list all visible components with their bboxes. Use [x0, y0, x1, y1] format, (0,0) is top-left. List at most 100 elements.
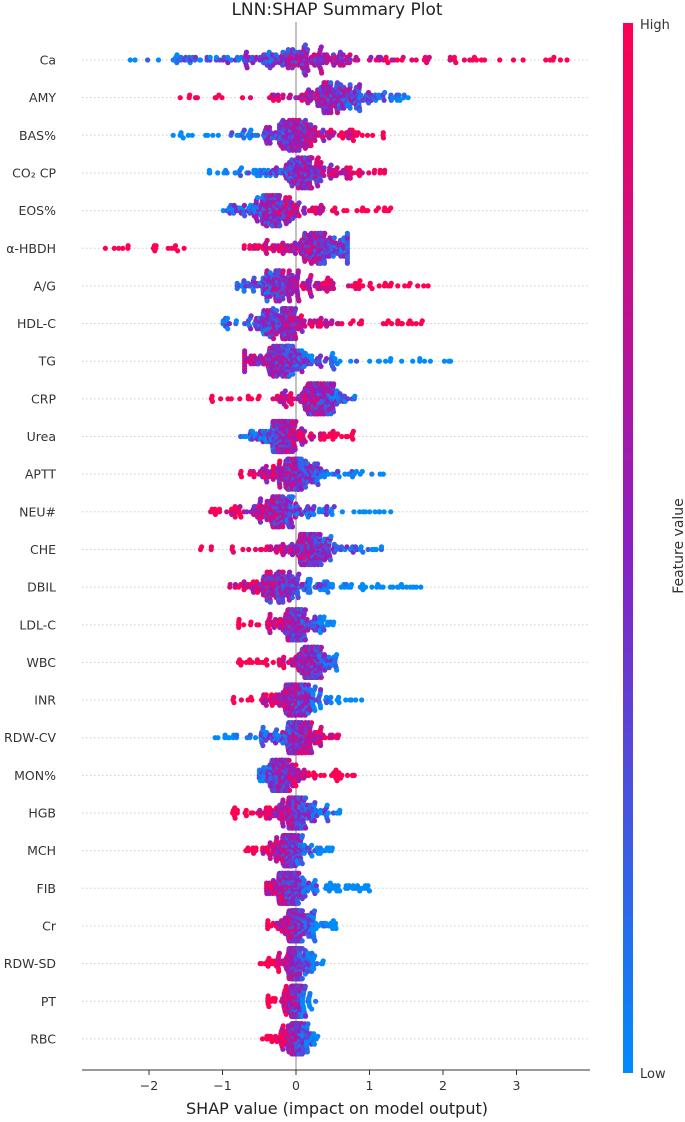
shap-dot — [417, 356, 422, 361]
shap-dot — [309, 720, 314, 725]
shap-dot — [268, 141, 273, 146]
shap-dot — [326, 810, 331, 815]
shap-dot — [427, 55, 432, 60]
shap-dot — [126, 243, 131, 248]
shap-dot — [303, 637, 308, 642]
shap-dot — [277, 459, 282, 464]
shap-dot — [208, 55, 213, 60]
shap-dot — [351, 138, 356, 143]
shap-dot — [252, 276, 257, 281]
shap-dot — [271, 660, 276, 665]
shap-dot — [360, 170, 365, 175]
shap-dot — [280, 524, 285, 529]
shap-dot — [268, 856, 273, 861]
shap-dot — [239, 474, 244, 479]
shap-dot — [274, 308, 279, 313]
shap-dot — [312, 708, 317, 713]
shap-dot — [414, 321, 419, 326]
shap-dot — [360, 550, 365, 555]
shap-dot — [329, 700, 334, 705]
shap-dot — [360, 469, 365, 474]
shap-dot — [309, 294, 314, 299]
shap-dot — [420, 318, 425, 323]
shap-dot — [290, 595, 295, 600]
shap-dot — [299, 369, 304, 374]
shap-dot — [281, 570, 286, 575]
shap-dot — [319, 725, 324, 730]
shap-dot — [303, 607, 308, 612]
shap-dot — [258, 520, 263, 525]
shap-dot — [309, 843, 314, 848]
shap-dot — [331, 281, 336, 286]
shap-dot — [300, 329, 305, 334]
shap-dot — [324, 356, 329, 361]
shap-dot — [303, 118, 308, 123]
shap-dot — [242, 128, 247, 133]
shap-dot — [302, 205, 307, 210]
shap-dot — [390, 585, 395, 590]
shap-dot — [388, 205, 393, 210]
shap-dot — [103, 246, 108, 251]
shap-dot — [328, 557, 333, 562]
shap-dot — [190, 133, 195, 138]
shap-dot — [345, 773, 350, 778]
shap-dot — [271, 336, 276, 341]
shap-dot — [389, 321, 394, 326]
shap-dot — [328, 695, 333, 700]
shap-dot — [345, 231, 350, 236]
shap-dot — [389, 281, 394, 286]
shap-dot — [303, 485, 308, 490]
shap-dot — [482, 57, 487, 62]
shap-dot — [281, 93, 286, 98]
shap-dot — [246, 547, 251, 552]
shap-dot — [281, 268, 286, 273]
shap-dot — [332, 205, 337, 210]
shap-dot — [274, 835, 279, 840]
shap-dot — [334, 211, 339, 216]
shap-dot — [325, 590, 330, 595]
shap-dot — [376, 205, 381, 210]
shap-dot — [207, 170, 212, 175]
shap-dot — [406, 95, 411, 100]
shap-dot — [315, 461, 320, 466]
shap-dot — [311, 512, 316, 517]
shap-dot — [230, 544, 235, 549]
shap-dot — [330, 351, 335, 356]
shap-dot — [237, 504, 242, 509]
shap-dot — [521, 57, 526, 62]
shap-dot — [347, 52, 352, 57]
shap-dot — [179, 130, 184, 135]
shap-dot — [319, 645, 324, 650]
shap-dot — [293, 762, 298, 767]
shap-dot — [260, 743, 265, 748]
shap-dot — [308, 143, 313, 148]
shap-dot — [319, 562, 324, 567]
shap-dot — [318, 178, 323, 183]
shap-dot — [256, 622, 261, 627]
shap-dot — [388, 509, 393, 514]
shap-dot — [351, 429, 356, 434]
shap-dot — [339, 321, 344, 326]
shap-dot — [418, 585, 423, 590]
shap-dot — [264, 251, 269, 256]
shap-dot — [239, 469, 244, 474]
shap-dot — [175, 248, 180, 253]
shap-dot — [228, 582, 233, 587]
shap-dot — [319, 70, 324, 75]
shap-dot — [312, 138, 317, 143]
shap-dot — [229, 130, 234, 135]
shap-dot — [195, 95, 200, 100]
shap-dot — [154, 243, 159, 248]
shap-dot — [297, 213, 302, 218]
shap-dot — [360, 133, 365, 138]
shap-dot — [318, 743, 323, 748]
shap-dot — [321, 627, 326, 632]
shap-dot — [363, 585, 368, 590]
shap-dot — [297, 507, 302, 512]
shap-dot — [216, 133, 221, 138]
shap-dot — [231, 700, 236, 705]
shap-dot — [395, 57, 400, 62]
shap-dot — [337, 359, 342, 364]
shap-dot — [296, 148, 301, 153]
